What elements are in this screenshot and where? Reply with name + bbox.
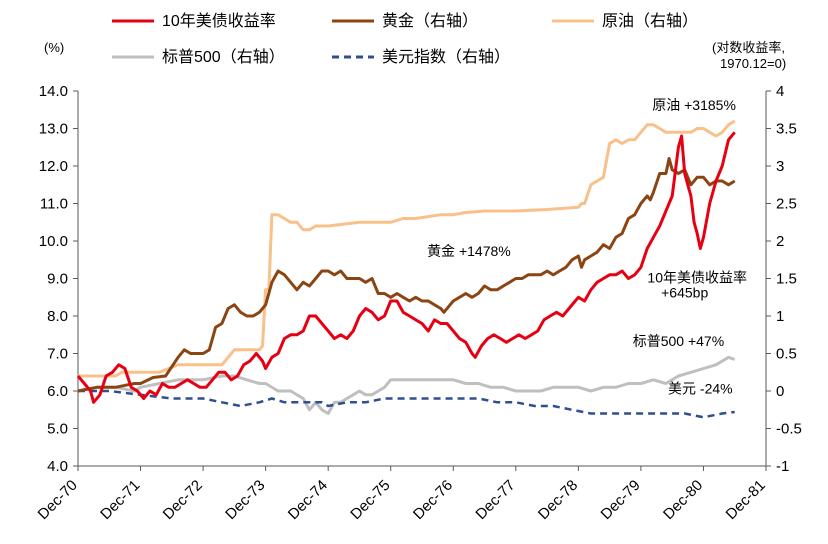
x-tick-label: Dec-78 — [535, 477, 581, 523]
x-tick-label: Dec-72 — [160, 477, 206, 523]
x-tick-label: Dec-74 — [285, 477, 331, 523]
series-line-1 — [77, 157, 736, 393]
legend-label-4: 美元指数（右轴） — [382, 48, 510, 66]
series-line-0 — [76, 131, 736, 404]
left-tick-label: 8.0 — [47, 308, 68, 325]
right-axis-note-line2: 1970.12=0) — [720, 56, 786, 71]
annotation-1: 黄金 +1478% — [427, 243, 511, 259]
annotation-4: 标普500 +47% — [633, 333, 724, 349]
left-tick-label: 13.0 — [39, 121, 68, 138]
x-tick-label: Dec-70 — [35, 477, 81, 523]
right-axis-note-line1: (对数收益率, — [712, 40, 785, 55]
series-line-2 — [78, 119, 736, 378]
right-tick-label: 4 — [776, 83, 784, 100]
legend-label-1: 黄金（右轴） — [382, 12, 478, 30]
legend-label-3: 标普500（右轴） — [162, 48, 285, 66]
right-tick-label: 3.5 — [776, 121, 797, 138]
x-tick-label: Dec-76 — [410, 477, 456, 523]
right-tick-label: 1 — [776, 308, 784, 325]
left-tick-label: 9.0 — [47, 271, 68, 288]
annotation-5: 美元 -24% — [668, 380, 733, 396]
left-tick-label: 6.0 — [47, 383, 68, 400]
left-tick-label: 11.0 — [40, 196, 68, 213]
left-tick-label: 7.0 — [47, 346, 68, 363]
legend: 10年美债收益率 黄金（右轴） 原油（右轴） 标普500（右轴） 美元指数（右轴） — [112, 12, 698, 66]
left-tick-label: 5.0 — [47, 421, 68, 438]
left-tick-label: 4.0 — [47, 458, 68, 475]
series-line-3 — [77, 355, 736, 415]
legend-label-0: 10年美债收益率 — [162, 12, 276, 30]
left-axis-unit: (%) — [44, 40, 64, 55]
annotation-0: 原油 +3185% — [652, 97, 736, 113]
x-tick-label: Dec-80 — [660, 477, 706, 523]
right-tick-label: 1.5 — [776, 271, 797, 288]
legend-label-2: 原油（右轴） — [602, 12, 698, 30]
x-tick-label: Dec-79 — [598, 477, 644, 523]
right-tick-label: 2 — [776, 233, 784, 250]
annotation-2: 10年美债收益率 — [647, 269, 747, 285]
right-tick-label: -1 — [776, 458, 789, 475]
x-tick-label: Dec-71 — [97, 477, 143, 523]
left-tick-label: 12.0 — [39, 158, 68, 175]
right-tick-label: 0 — [776, 383, 784, 400]
left-tick-label: 10.0 — [39, 233, 68, 250]
right-tick-label: 2.5 — [776, 196, 797, 213]
series-line-4 — [78, 389, 735, 419]
x-tick-label: Dec-81 — [723, 477, 769, 523]
x-tick-label: Dec-75 — [347, 477, 393, 523]
right-tick-label: 0.5 — [776, 346, 797, 363]
annotations: 原油 +3185% 黄金 +1478% 10年美债收益率+645bp 标普500 +4… — [427, 97, 747, 397]
right-tick-label: 3 — [776, 158, 784, 175]
right-tick-label: -0.5 — [776, 421, 802, 438]
annotation-3: +645bp — [661, 284, 708, 300]
axes: 4.0 5.0 6.0 7.0 8.0 9.0 10.0 11.0 12.0 13.0 14.0 -1… — [35, 83, 802, 523]
x-tick-label: Dec-77 — [472, 477, 518, 523]
x-tick-label: Dec-73 — [222, 477, 268, 523]
series-layer — [76, 119, 736, 419]
left-tick-label: 14.0 — [39, 83, 68, 100]
